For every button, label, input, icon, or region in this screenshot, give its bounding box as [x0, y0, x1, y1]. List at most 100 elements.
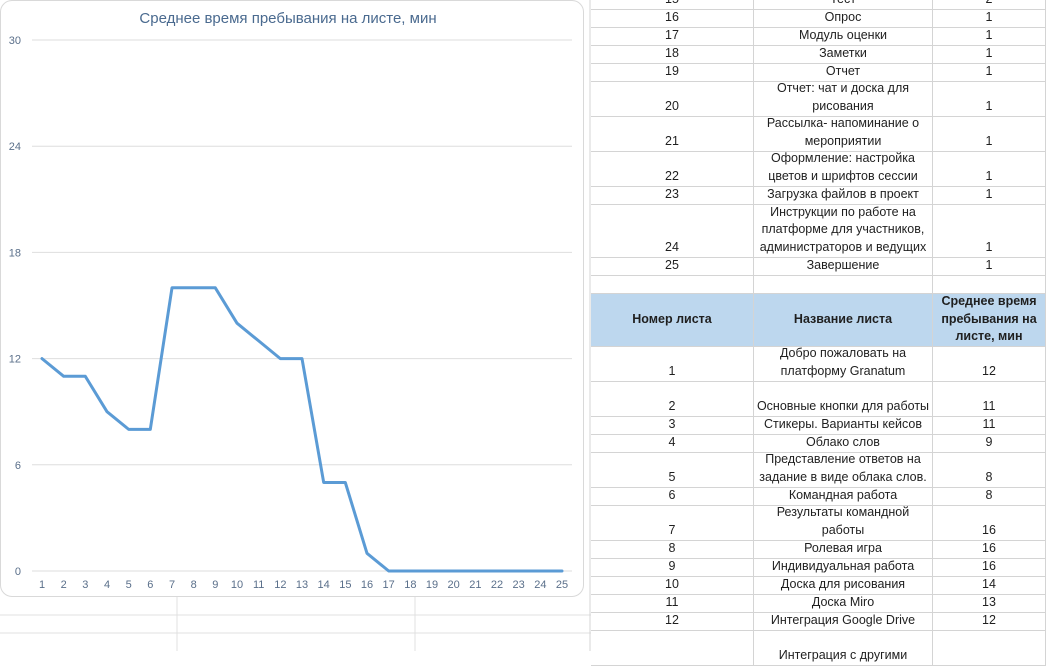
- table-row: 15Тест2: [591, 0, 1046, 10]
- cell-sheet-number[interactable]: 15: [591, 0, 754, 10]
- cell-sheet-name[interactable]: Результаты командной работы: [754, 506, 933, 541]
- cell-avg-time[interactable]: 1: [933, 46, 1046, 64]
- x-tick-label: 14: [318, 579, 330, 591]
- table-row: 4 Облако слов 9: [591, 435, 1046, 453]
- cell-sheet-name[interactable]: Командная работа: [754, 488, 933, 506]
- cell-sheet-number[interactable]: 19: [591, 64, 754, 82]
- cell-sheet-name[interactable]: Отчет: [754, 64, 933, 82]
- cell-avg-time[interactable]: 11: [933, 417, 1046, 435]
- x-tick-label: 8: [191, 579, 197, 591]
- cell-sheet-name[interactable]: Заметки: [754, 46, 933, 64]
- cell-sheet-number[interactable]: 12: [591, 613, 754, 631]
- cell-sheet-name[interactable]: Отчет: чат и доска для рисования: [754, 82, 933, 117]
- cell-sheet-number[interactable]: 6: [591, 488, 754, 506]
- cell-sheet-number[interactable]: 4: [591, 435, 754, 453]
- x-tick-label: 21: [469, 579, 481, 591]
- cell-sheet-number[interactable]: 10: [591, 577, 754, 595]
- cell-sheet-number[interactable]: 22: [591, 152, 754, 187]
- cell-sheet-name[interactable]: Интеграция с другими: [754, 631, 933, 666]
- cell-avg-time[interactable]: 2: [933, 0, 1046, 10]
- y-tick-label: 12: [9, 354, 21, 366]
- cell-sheet-name[interactable]: Индивидуальная работа: [754, 559, 933, 577]
- cell-avg-time[interactable]: 1: [933, 258, 1046, 276]
- cell-avg-time[interactable]: 1: [933, 187, 1046, 205]
- cell-sheet-name[interactable]: Добро пожаловать на платформу Granatum: [754, 347, 933, 382]
- cell-sheet-number[interactable]: 8: [591, 541, 754, 559]
- cell-sheet-name[interactable]: Рассылка- напоминание о мероприятии: [754, 117, 933, 152]
- header-avg-time[interactable]: Среднее время пребывания на листе, мин: [933, 294, 1046, 347]
- cell-sheet-name[interactable]: Оформление: настройка цветов и шрифтов с…: [754, 152, 933, 187]
- cell-avg-time[interactable]: 1: [933, 205, 1046, 258]
- cell-sheet-number[interactable]: 16: [591, 10, 754, 28]
- cell-sheet-name[interactable]: Опрос: [754, 10, 933, 28]
- cell-sheet-number[interactable]: 21: [591, 117, 754, 152]
- header-sheet-number[interactable]: Номер листа: [591, 294, 754, 347]
- cell-sheet-name[interactable]: Доска для рисования: [754, 577, 933, 595]
- cell-avg-time[interactable]: 9: [933, 435, 1046, 453]
- cell-sheet-name[interactable]: Модуль оценки: [754, 28, 933, 46]
- cell-sheet-number[interactable]: 25: [591, 258, 754, 276]
- cell-avg-time[interactable]: 1: [933, 82, 1046, 117]
- cell-avg-time[interactable]: 16: [933, 506, 1046, 541]
- cell-sheet-name[interactable]: Инструкции по работе на платформе для уч…: [754, 205, 933, 258]
- x-tick-label: 10: [231, 579, 243, 591]
- cell-sheet-number[interactable]: 17: [591, 28, 754, 46]
- table-row: Интеграция с другими: [591, 631, 1046, 666]
- cell-sheet-name[interactable]: Ролевая игра: [754, 541, 933, 559]
- y-tick-label: 18: [9, 247, 21, 259]
- cell-sheet-number[interactable]: 20: [591, 82, 754, 117]
- table-row: 20 Отчет: чат и доска для рисования 1: [591, 82, 1046, 117]
- cell-sheet-number[interactable]: 23: [591, 187, 754, 205]
- cell-avg-time[interactable]: 13: [933, 595, 1046, 613]
- table-row: 6 Командная работа 8: [591, 488, 1046, 506]
- table-header-row: Номер листа Название листа Среднее время…: [591, 294, 1046, 347]
- cell-sheet-name[interactable]: Завершение: [754, 258, 933, 276]
- cell-sheet-name[interactable]: Доска Miro: [754, 595, 933, 613]
- cell-sheet-name[interactable]: Основные кнопки для работы: [754, 382, 933, 417]
- cell-sheet-name[interactable]: Загрузка файлов в проект: [754, 187, 933, 205]
- cell-sheet-number[interactable]: [591, 631, 754, 666]
- cell-avg-time[interactable]: 1: [933, 10, 1046, 28]
- empty-cell[interactable]: [933, 276, 1046, 294]
- cell-avg-time[interactable]: 1: [933, 64, 1046, 82]
- cell-avg-time[interactable]: 14: [933, 577, 1046, 595]
- cell-sheet-number[interactable]: 11: [591, 595, 754, 613]
- cell-sheet-number[interactable]: 7: [591, 506, 754, 541]
- cell-avg-time[interactable]: 1: [933, 152, 1046, 187]
- cell-avg-time[interactable]: 12: [933, 347, 1046, 382]
- table-row: 22 Оформление: настройка цветов и шрифтов…: [591, 152, 1046, 187]
- line-chart[interactable]: Среднее время пребывания на листе, мин 0 6…: [0, 0, 584, 597]
- cell-sheet-name[interactable]: Тест: [754, 0, 933, 10]
- cell-sheet-name[interactable]: Стикеры. Варианты кейсов: [754, 417, 933, 435]
- cell-sheet-name[interactable]: Представление ответов на задание в виде …: [754, 453, 933, 488]
- empty-cell[interactable]: [591, 276, 754, 294]
- cell-avg-time[interactable]: 8: [933, 453, 1046, 488]
- cell-sheet-number[interactable]: 24: [591, 205, 754, 258]
- x-tick-label: 7: [169, 579, 175, 591]
- cell-avg-time[interactable]: 8: [933, 488, 1046, 506]
- table-row: 5 Представление ответов на задание в виде…: [591, 453, 1046, 488]
- table-row: 12 Интеграция Google Drive 12: [591, 613, 1046, 631]
- cell-avg-time[interactable]: 12: [933, 613, 1046, 631]
- cell-avg-time[interactable]: 1: [933, 117, 1046, 152]
- table-row: 24 Инструкции по работе на платформе для …: [591, 205, 1046, 258]
- cell-avg-time[interactable]: [933, 631, 1046, 666]
- cell-avg-time[interactable]: 11: [933, 382, 1046, 417]
- empty-cell[interactable]: [754, 276, 933, 294]
- header-sheet-name[interactable]: Название листа: [754, 294, 933, 347]
- cell-sheet-name[interactable]: Интеграция Google Drive: [754, 613, 933, 631]
- x-tick-label: 6: [147, 579, 153, 591]
- cell-sheet-number[interactable]: 18: [591, 46, 754, 64]
- table-row: 1 Добро пожаловать на платформу Granatum 1…: [591, 347, 1046, 382]
- cell-sheet-name[interactable]: Облако слов: [754, 435, 933, 453]
- cell-sheet-number[interactable]: 9: [591, 559, 754, 577]
- cell-sheet-number[interactable]: 2: [591, 382, 754, 417]
- cell-avg-time[interactable]: 16: [933, 541, 1046, 559]
- x-tick-label: 24: [534, 579, 546, 591]
- table-row: 11 Доска Miro 13: [591, 595, 1046, 613]
- cell-avg-time[interactable]: 1: [933, 28, 1046, 46]
- cell-avg-time[interactable]: 16: [933, 559, 1046, 577]
- cell-sheet-number[interactable]: 3: [591, 417, 754, 435]
- cell-sheet-number[interactable]: 5: [591, 453, 754, 488]
- cell-sheet-number[interactable]: 1: [591, 347, 754, 382]
